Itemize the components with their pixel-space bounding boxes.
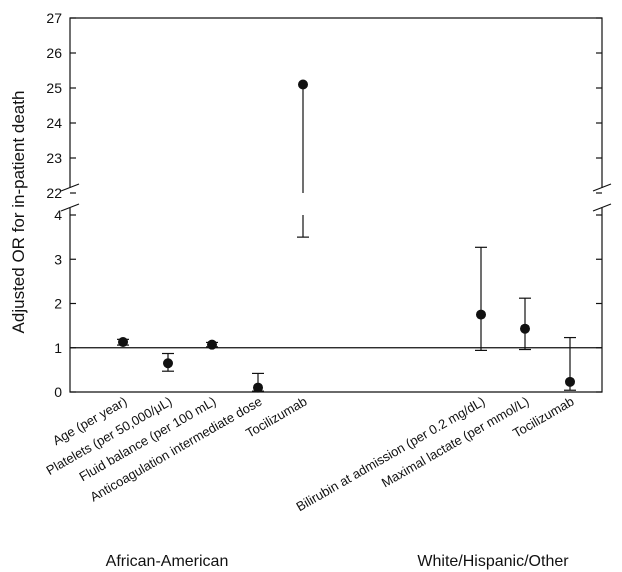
upper-axis-ticks: 22 23 24 25 26 27 [46,10,602,201]
data-point [476,309,486,320]
lower-y-tick-label: 2 [54,296,62,312]
upper-y-tick-label: 26 [46,45,62,61]
lower-axis-ticks: 0 1 2 3 4 [54,207,602,400]
data-point [520,323,530,334]
upper-y-tick-label: 22 [46,185,62,201]
lower-y-tick-label: 0 [54,384,62,400]
category-labels: Age (per year)Platelets (per 50,000/μL)F… [43,394,576,515]
data-point [253,382,263,393]
lower-y-tick-label: 4 [54,207,62,223]
lower-y-tick-label: 1 [54,340,62,356]
group-label-white-hispanic-other: White/Hispanic/Other [417,553,569,570]
axis-break-mark-right-top [592,183,612,192]
upper-y-tick-label: 25 [46,80,62,96]
data-point [207,339,217,350]
upper-y-tick-label: 27 [46,10,62,26]
y-axis-title: Adjusted OR for in-patient death [9,91,28,334]
upper-panel-frame [69,17,603,188]
lower-y-tick-label: 3 [54,251,62,267]
data-point [298,79,308,90]
axis-break-mark-left-top [60,183,80,192]
upper-y-tick-label: 23 [46,150,62,166]
data-point [118,336,128,347]
group-label-african-american: African-American [106,553,229,570]
axis-break-mark-left-bottom [60,203,80,212]
axis-break-mark-right-bottom [592,203,612,212]
data-point [565,376,575,387]
data-marks [117,79,576,393]
upper-y-tick-label: 24 [46,115,62,131]
lower-panel-frame [69,208,603,393]
category-label: Bilirubin at admission (per 0.2 mg/dL) [294,394,488,515]
data-point [163,358,173,369]
